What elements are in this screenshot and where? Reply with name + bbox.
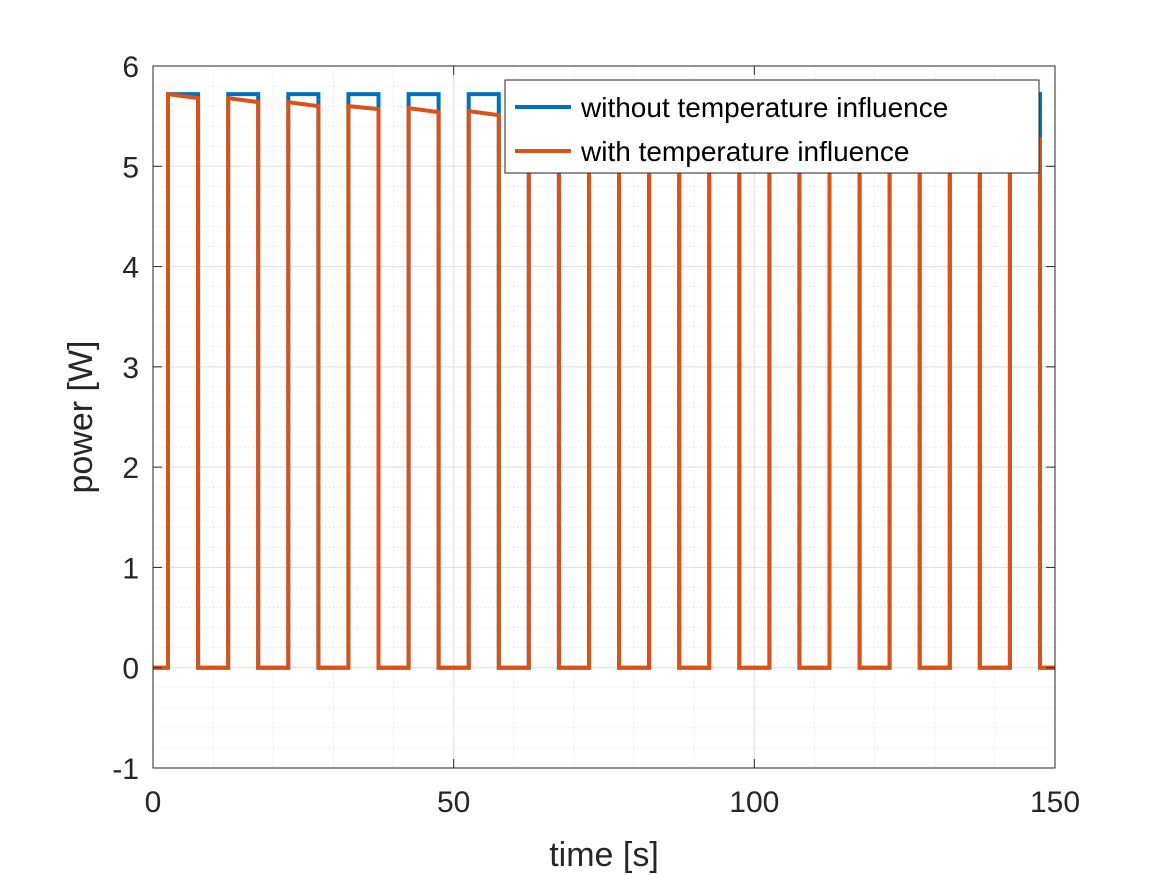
x-tick-label: 150 [1030, 786, 1080, 819]
y-tick-label: 3 [122, 352, 139, 385]
x-tick-label: 50 [437, 786, 470, 819]
y-tick-label: 2 [122, 452, 139, 485]
x-axis-label: time [s] [549, 836, 659, 874]
legend-label-with-temperature: with temperature influence [580, 136, 909, 167]
legend-label-without-temperature: without temperature influence [580, 92, 948, 123]
legend-box [504, 79, 1040, 174]
x-tick-label: 0 [145, 786, 162, 819]
y-tick-label: 0 [122, 653, 139, 686]
y-tick-label: 5 [122, 151, 139, 184]
y-axis-label: power [W] [62, 340, 100, 493]
y-tick-label: 4 [122, 252, 139, 285]
series-lines [153, 91, 1055, 670]
y-tick-label: 6 [122, 51, 139, 84]
legend: without temperature influence with tempe… [504, 79, 1040, 174]
y-tick-label: 1 [122, 552, 139, 585]
y-tick-label: -1 [112, 753, 139, 786]
axes-box [152, 65, 1056, 769]
x-tick-label: 100 [729, 786, 779, 819]
series-line-with-temperature [153, 91, 1055, 670]
